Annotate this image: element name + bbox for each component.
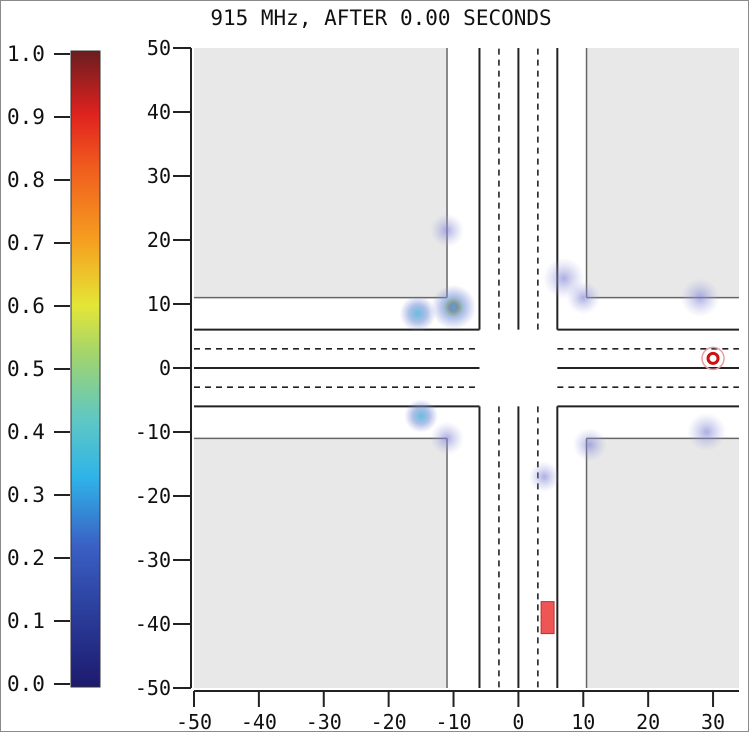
x-tick-label: -40	[241, 710, 277, 731]
colorbar-tick-label: 1.0	[7, 42, 45, 66]
x-tick-label: 30	[701, 710, 725, 731]
x-tick-label: 0	[512, 710, 524, 731]
colorbar-tick-label: 0.3	[7, 483, 45, 507]
hotspot	[430, 421, 464, 456]
y-tick-label: 40	[147, 100, 171, 124]
hotspot	[399, 295, 437, 332]
plot-area: 50 40 30 20 10 0 -10 -20 -30 -40 -50-50 -40 -30 -20 -1…	[135, 36, 739, 731]
y-tick-label: -50	[135, 676, 171, 700]
x-tick-label: -10	[435, 710, 471, 731]
target-marker	[706, 351, 720, 365]
block-top-left	[194, 48, 480, 330]
colorbar-tick-label: 0.8	[7, 168, 45, 192]
x-tick-label: 10	[571, 710, 595, 731]
hotspot	[687, 412, 727, 452]
y-tick-label: -30	[135, 548, 171, 572]
hotspot	[430, 213, 464, 248]
colorbar-tick-label: 0.5	[7, 357, 45, 381]
y-tick-label: 30	[147, 164, 171, 188]
vehicle-marker	[540, 601, 555, 635]
y-tick-label: -20	[135, 484, 171, 508]
hotspot	[528, 461, 560, 493]
colorbar-tick-label: 0.1	[7, 609, 45, 633]
y-tick-label: -10	[135, 420, 171, 444]
block-bottom-left	[194, 406, 480, 688]
x-tick-label: -50	[176, 710, 212, 731]
x-tick-label: -20	[371, 710, 407, 731]
hotspot	[404, 399, 438, 433]
colorbar: 1.0 0.9 0.8 0.7 0.6 0.5 0.4 0.3 0.2 0.1 0.0	[7, 42, 101, 696]
y-tick-label: 0	[159, 356, 171, 380]
strip-top-left-v	[447, 48, 480, 330]
colorbar-tick-label: 0.0	[7, 672, 45, 696]
x-tick-label: -30	[306, 710, 342, 731]
x-tick-label: 20	[636, 710, 660, 731]
y-tick-label: 20	[147, 228, 171, 252]
colorbar-tick-label: 0.4	[7, 420, 45, 444]
colorbar-tick-label: 0.2	[7, 546, 45, 570]
colorbar-tick-label: 0.7	[7, 231, 45, 255]
hotspot	[572, 428, 607, 462]
colorbar-tick-label: 0.9	[7, 105, 45, 129]
y-tick-label: 50	[147, 36, 171, 60]
hotspot	[566, 280, 601, 315]
target-marker-halo	[701, 346, 725, 371]
colorbar-gradient	[70, 50, 101, 688]
y-tick-label: 10	[147, 292, 171, 316]
colorbar-tick-label: 0.6	[7, 294, 45, 318]
y-tick-label: -40	[135, 612, 171, 636]
hotspot	[430, 284, 477, 330]
hotspot	[680, 278, 720, 317]
chart-title: 915 MHz, AFTER 0.00 SECONDS	[210, 6, 551, 30]
